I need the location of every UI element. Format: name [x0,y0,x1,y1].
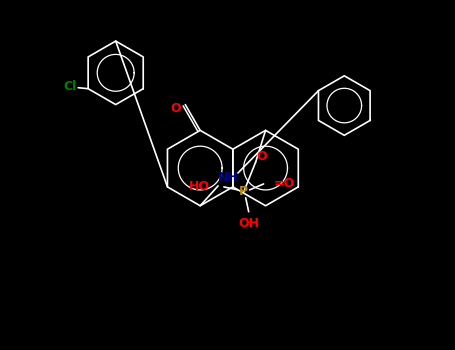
Text: Cl: Cl [64,80,77,93]
Text: O: O [256,150,267,163]
Text: OH: OH [238,217,259,230]
Text: =O: =O [273,177,295,190]
Text: O: O [170,102,181,115]
Text: NH: NH [217,172,238,184]
Text: P: P [239,186,248,198]
Text: HO: HO [189,180,210,194]
